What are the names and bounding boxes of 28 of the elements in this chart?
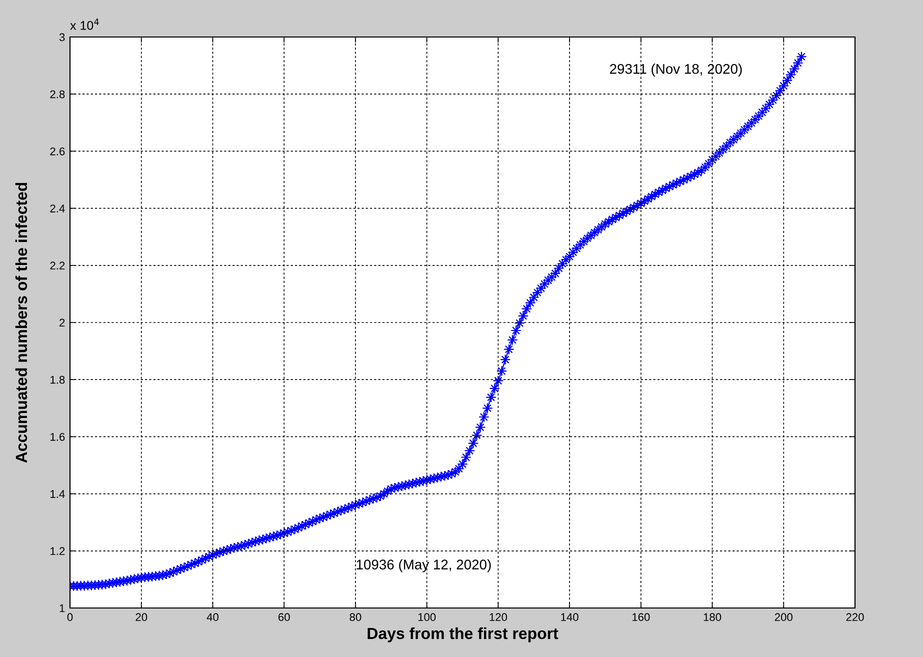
y-tick-label: 2.2 bbox=[50, 262, 65, 270]
x-tick-label: 100 bbox=[418, 613, 436, 622]
y-tick-label: 2.4 bbox=[50, 204, 65, 212]
y-tick-label: 2.8 bbox=[50, 90, 65, 98]
y-tick-label: 1.8 bbox=[50, 376, 65, 384]
y-axis-title: Accumuated numbers of the infected bbox=[15, 182, 28, 463]
x-tick-label: 220 bbox=[846, 613, 864, 622]
annotation: 29311 (Nov 18, 2020) bbox=[610, 64, 742, 77]
x-tick-label: 140 bbox=[561, 613, 578, 622]
x-tick-label: 40 bbox=[206, 613, 218, 622]
x-tick-label: 200 bbox=[774, 613, 792, 622]
y-tick-label: 2 bbox=[60, 318, 65, 327]
x-tick-label: 60 bbox=[278, 613, 290, 622]
y-tick-label: 2.6 bbox=[50, 147, 65, 156]
y-tick-label: 1.2 bbox=[50, 547, 65, 555]
x-tick-label: 20 bbox=[136, 613, 148, 622]
x-tick-label: 160 bbox=[632, 613, 650, 622]
x-tick-label: 80 bbox=[350, 613, 362, 622]
annotation: 10936 (May 12, 2020) bbox=[356, 559, 491, 572]
x-tick-label: 180 bbox=[704, 613, 722, 622]
y-tick-label: 3 bbox=[59, 33, 65, 42]
x-tick-label: 0 bbox=[67, 613, 73, 622]
x-tick-label: 120 bbox=[490, 613, 508, 622]
y-tick-label: 1.6 bbox=[50, 432, 65, 441]
x-axis-title: Days from the first report bbox=[368, 627, 558, 642]
y-tick-label: 1 bbox=[60, 604, 65, 612]
text: x 10$^{4}$ bbox=[70, 18, 99, 30]
y-tick-label: 1.4 bbox=[50, 490, 65, 498]
